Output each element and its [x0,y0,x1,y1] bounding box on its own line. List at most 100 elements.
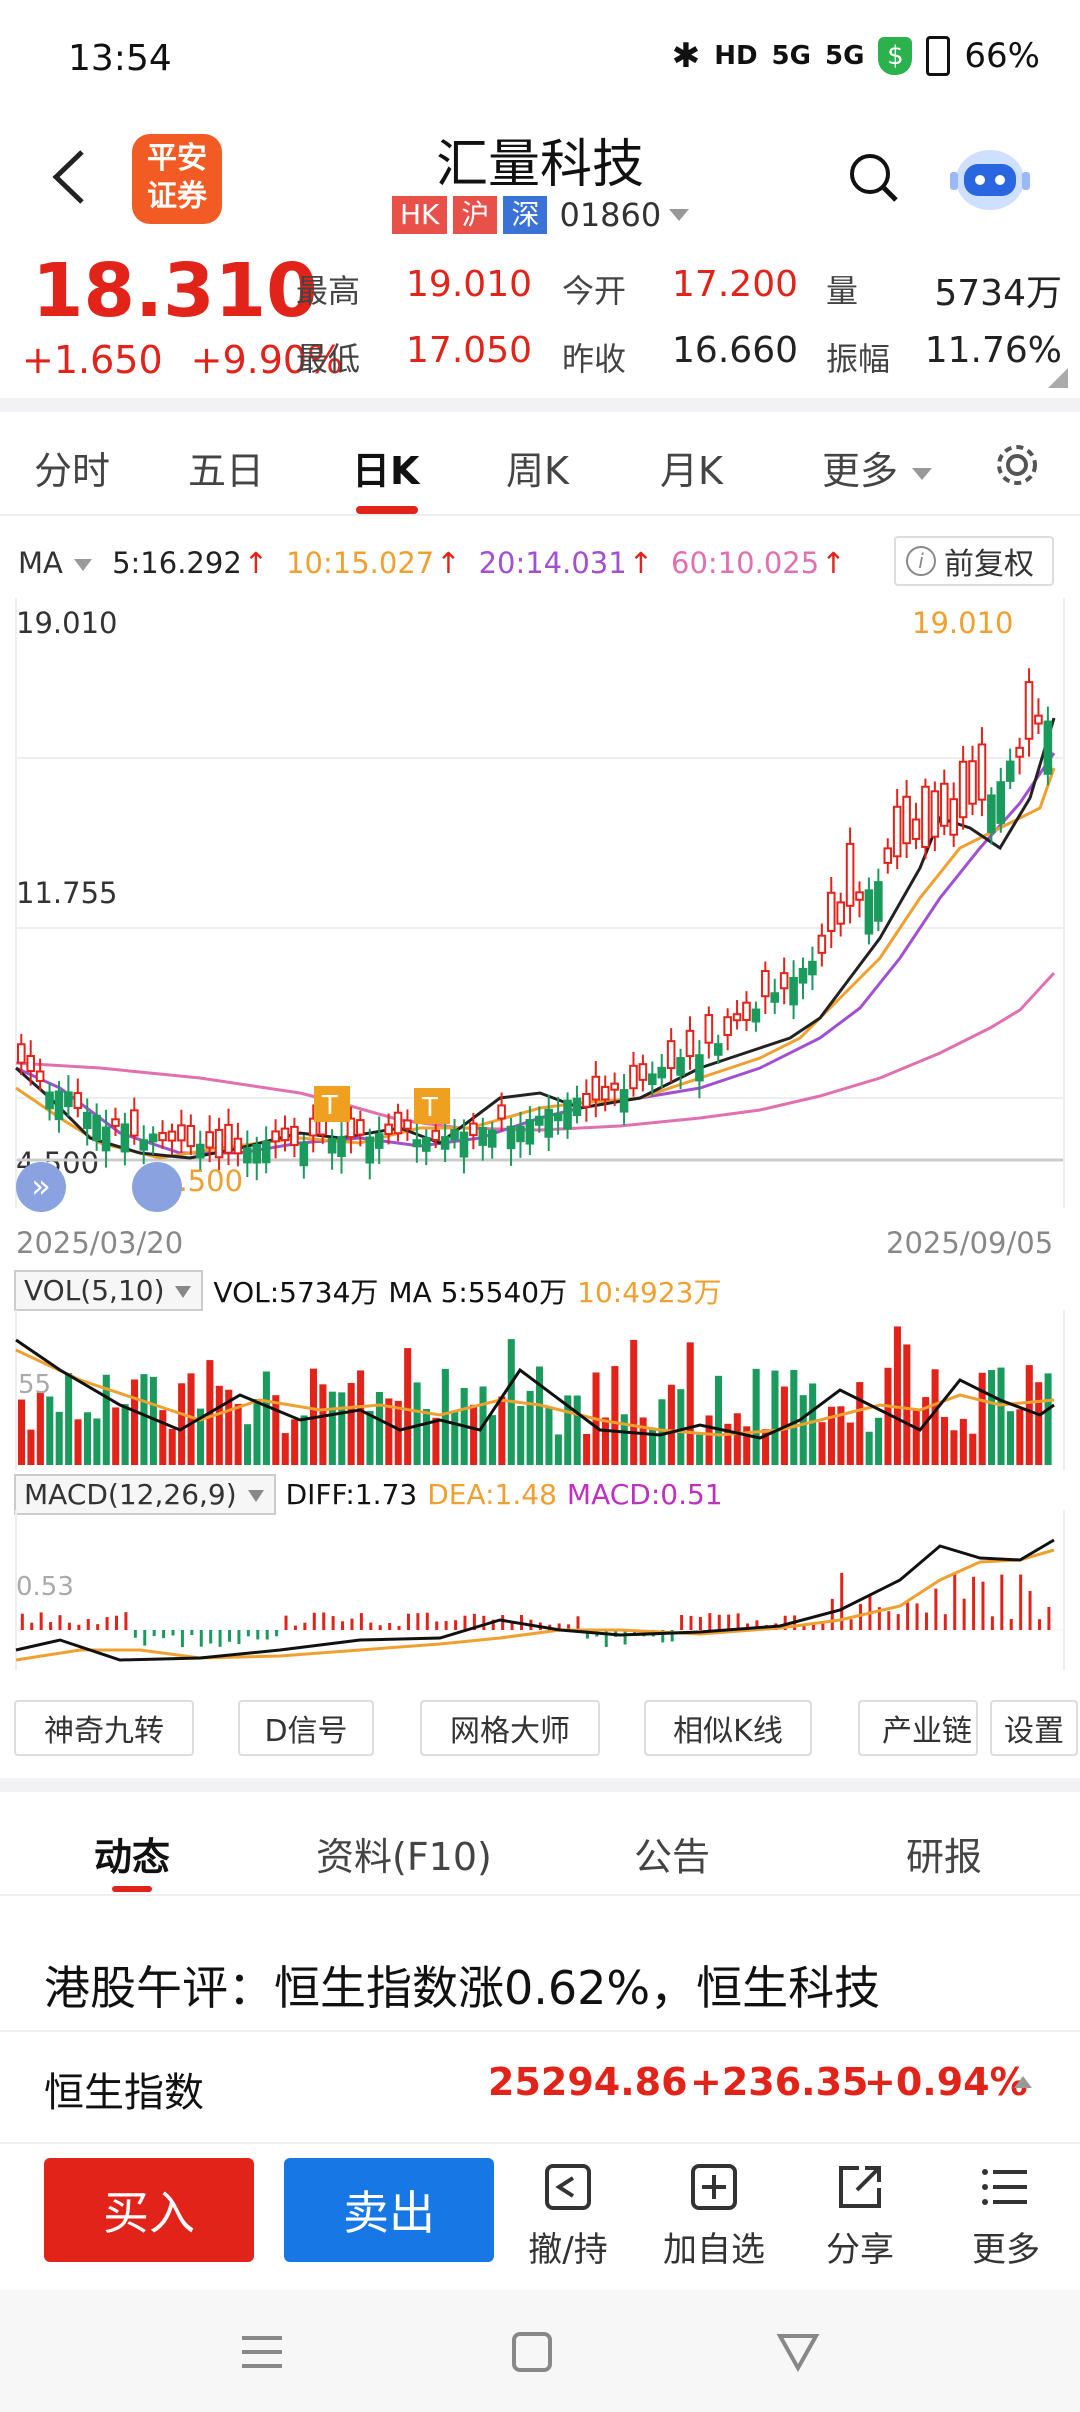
ma-legend[interactable]: MA 5:16.292 ↑ 10:15.027 ↑ 20:14.031 ↑ 60:10… [18,546,846,580]
kline-chart[interactable]: T T [0,598,1080,1218]
broker-logo: 平安 证券 [132,134,222,224]
vol-ma5-line [15,1338,1055,1440]
svg-text:T: T [421,1093,438,1123]
volume-bar [149,1376,157,1465]
macd-selector[interactable]: MACD(12,26,9) [14,1474,276,1515]
candle [723,1016,732,1036]
volume-bar [36,1391,44,1465]
volume-bar [856,1382,864,1465]
news-headline[interactable]: 港股午评：恒生指数涨0.62%，恒生科技 [44,1961,881,2015]
back-triangle-icon[interactable] [776,2332,820,2372]
menu-icon[interactable] [240,2332,284,2372]
candle [761,970,770,998]
adjust-button[interactable]: i 前复权 [894,536,1054,586]
tab-five-day[interactable]: 五日 [188,449,265,493]
candle [855,891,864,901]
volume-bar [291,1419,299,1465]
battery-icon [926,36,951,76]
volume-bar [375,1392,383,1465]
macd-legend[interactable]: MACD(12,26,9) DIFF:1.73 DEA:1.48 MACD:0.… [14,1474,723,1515]
tab-monthly-k[interactable]: 月K [660,449,723,493]
tool-button-5[interactable]: 产业链 [858,1700,978,1756]
add-watchlist-button[interactable]: 加自选 [654,2160,774,2271]
more-button[interactable]: 更多 [946,2160,1066,2271]
volume-bar [225,1389,233,1465]
macd-bar [972,1576,976,1630]
candle [968,760,977,805]
tool-button-2[interactable]: D信号 [238,1700,374,1756]
share-button[interactable]: 分享 [800,2160,920,2271]
volume-legend[interactable]: VOL(5,10) VOL:5734万 MA 5:5540万 10:4923万 [14,1270,721,1311]
amplitude-value: 11.76% [924,330,1062,371]
volume-bars [18,1326,1052,1465]
tool-button-3[interactable]: 网格大师 [420,1700,600,1756]
tool-button-4[interactable]: 相似K线 [644,1700,812,1756]
macd-bar [39,1612,43,1630]
change-value: +1.650 [22,338,163,382]
candle [365,1136,375,1164]
ma60-arrow: ↑ [821,546,846,580]
tab-more[interactable]: 更多 [822,440,934,495]
volume-chart[interactable] [0,1310,1080,1470]
macd-bar [604,1630,608,1647]
ma5-arrow: ↑ [243,546,269,580]
tab-f10[interactable]: 资料(F10) [316,1835,492,1879]
tool-button-1[interactable]: 神奇九转 [14,1700,194,1756]
stock-tags[interactable]: HK 沪 深 01860 [392,196,691,234]
macd-bar [312,1612,316,1630]
macd-histogram [20,1572,1051,1648]
volume-bar [809,1383,817,1465]
candle [469,1122,478,1137]
macd-bar [821,1621,825,1630]
macd-selector-label: MACD(12,26,9) [24,1478,237,1511]
tab-daily-k[interactable]: 日K [352,449,420,493]
macd-bar [717,1614,721,1630]
vol-selector[interactable]: VOL(5,10) [14,1270,204,1311]
macd-bar [463,1615,467,1630]
search-button[interactable] [846,150,902,206]
volume-bar [988,1370,996,1465]
volume-bar [470,1404,478,1465]
macd-bar [661,1630,665,1643]
candle [506,1125,516,1150]
expand-up-icon[interactable] [1012,2072,1034,2090]
candle [327,1137,337,1154]
cancel-hold-button[interactable]: 撤/持 [508,2160,628,2271]
candle [977,743,987,801]
buy-button[interactable]: 买入 [44,2158,254,2262]
sell-button[interactable]: 卖出 [284,2158,494,2262]
macd-bar [1000,1574,1004,1630]
macd-bar [444,1621,448,1630]
tab-weekly-k[interactable]: 周K [506,449,569,493]
index-ticker[interactable]: 恒生指数 25294.86 +236.35 +0.94% [0,2030,1080,2144]
tab-announcements[interactable]: 公告 [634,1835,711,1879]
tab-news[interactable]: 动态 [94,1835,171,1879]
back-button[interactable] [42,142,102,212]
tab-intraday[interactable]: 分时 [34,449,111,493]
home-icon[interactable] [510,2330,554,2374]
tab-research[interactable]: 研报 [906,1835,983,1879]
tag-hk: HK [392,196,448,234]
candle [130,1109,139,1137]
candle [779,972,789,990]
macd-bar [293,1625,297,1630]
macd-chart[interactable] [0,1510,1080,1670]
chart-settings-button[interactable] [994,442,1040,492]
candle [35,1070,45,1082]
candle [261,1140,271,1164]
macd-bar [906,1602,910,1630]
candle [742,1001,751,1022]
volume-bar [978,1372,986,1465]
macd-bar [190,1630,194,1635]
volume-bar [168,1428,176,1465]
candle [685,1029,695,1058]
ma10-arrow: ↑ [436,546,461,580]
volume-bar [178,1383,186,1465]
ai-assistant-button[interactable] [950,140,1030,216]
volume-bar [404,1348,412,1465]
fullscreen-icon[interactable] [132,1162,182,1212]
candle [487,1129,497,1148]
candle [949,798,958,836]
tool-button-settings[interactable]: 设置 [990,1700,1078,1756]
expand-arrows-icon[interactable]: » [16,1162,66,1212]
